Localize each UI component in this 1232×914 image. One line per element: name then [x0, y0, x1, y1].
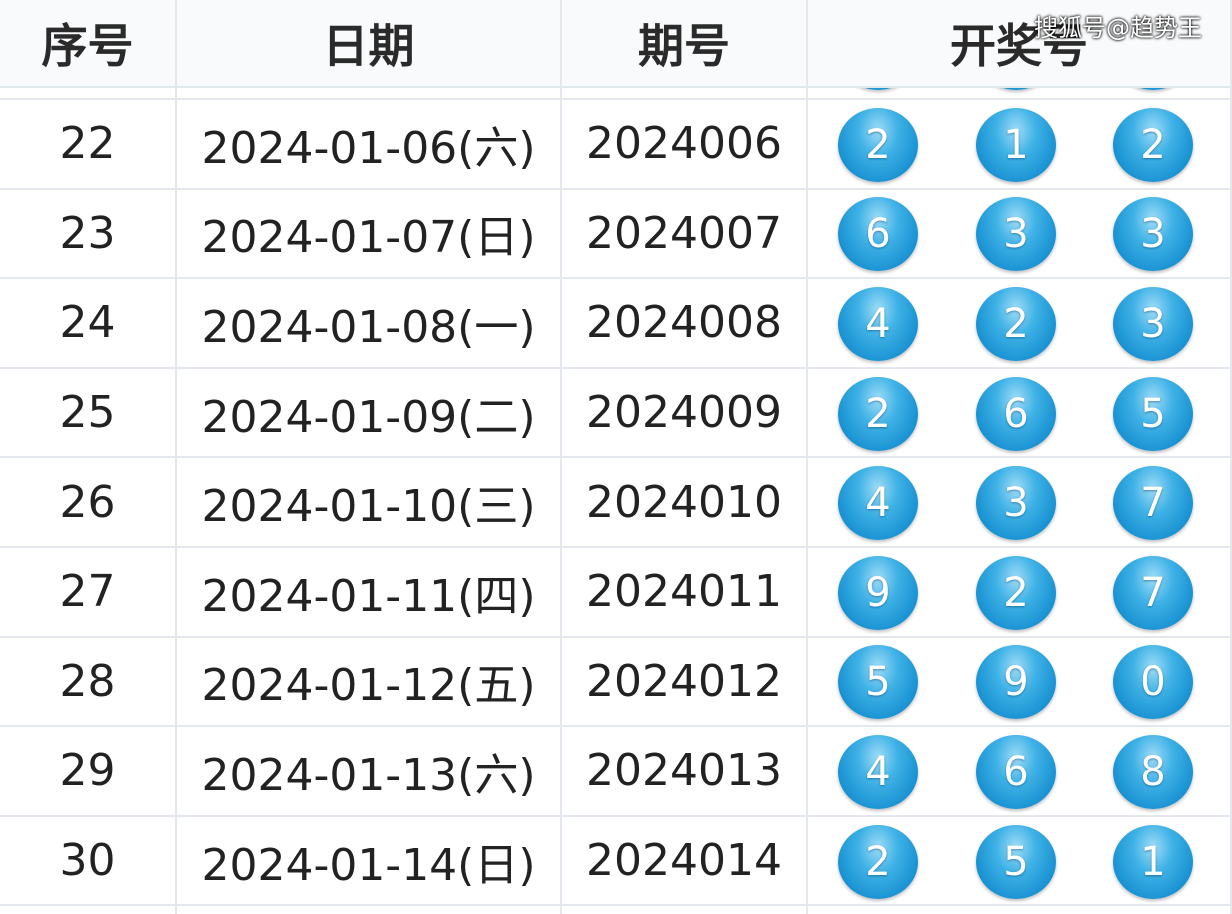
number-ball: 4	[838, 735, 918, 809]
number-ball: 2	[838, 376, 918, 451]
draw-date: 2024-01-13(六)	[177, 727, 562, 817]
issue-number: 2024013	[562, 727, 808, 817]
balls-cell	[808, 548, 1232, 638]
number-ball: 5	[838, 645, 918, 720]
balls-cell	[808, 279, 1232, 369]
draw-date: 2024-01-06(六)	[177, 100, 562, 190]
column-header: 期号	[562, 0, 808, 88]
partial-cell	[177, 906, 562, 914]
row-number: 27	[0, 548, 177, 638]
number-ball: 5	[1113, 376, 1193, 451]
issue-number: 2024010	[562, 458, 808, 548]
issue-number: 2024014	[562, 816, 808, 907]
number-ball: 4	[838, 466, 918, 541]
row-number: 22	[0, 100, 177, 190]
draw-date: 2024-01-07(日)	[177, 189, 562, 280]
issue-number: 2024012	[562, 637, 808, 728]
draw-date: 2024-01-09(二)	[177, 368, 562, 459]
balls-cell	[808, 100, 1232, 190]
row-number: 28	[0, 637, 177, 728]
partial-cell	[0, 906, 177, 914]
row-number: 26	[0, 458, 177, 548]
number-ball: 2	[1113, 107, 1193, 182]
row-number: 24	[0, 279, 177, 369]
partial-cell	[0, 88, 177, 100]
watermark: 搜狐号@趋势王	[1034, 14, 1202, 42]
number-ball: 6	[976, 376, 1056, 451]
row-number: 30	[0, 816, 177, 907]
number-ball: 6	[838, 197, 918, 272]
partial-cell	[808, 88, 1232, 100]
number-ball: 3	[976, 197, 1056, 272]
column-header: 日期	[177, 0, 562, 88]
number-ball: 2	[976, 287, 1056, 361]
draw-date: 2024-01-14(日)	[177, 816, 562, 907]
row-number: 29	[0, 727, 177, 817]
partial-cell	[562, 906, 808, 914]
balls-cell	[808, 637, 1232, 728]
draw-date: 2024-01-12(五)	[177, 637, 562, 728]
number-ball: 7	[1113, 466, 1193, 541]
row-number: 25	[0, 368, 177, 459]
number-ball: 9	[838, 555, 918, 630]
number-ball: 4	[838, 287, 918, 361]
number-ball: 9	[976, 645, 1056, 720]
number-ball: 8	[1113, 735, 1193, 809]
balls-cell	[808, 189, 1232, 280]
issue-number: 2024008	[562, 279, 808, 369]
issue-number: 2024006	[562, 100, 808, 190]
issue-number: 2024009	[562, 368, 808, 459]
partial-cell	[562, 88, 808, 100]
balls-cell	[808, 458, 1232, 548]
draw-date: 2024-01-08(一)	[177, 279, 562, 369]
number-ball: 2	[838, 824, 918, 899]
draw-date: 2024-01-10(三)	[177, 458, 562, 548]
number-ball: 1	[976, 107, 1056, 182]
row-number: 23	[0, 189, 177, 280]
number-ball: 3	[1113, 287, 1193, 361]
partial-cell	[808, 906, 1232, 914]
issue-number: 2024011	[562, 548, 808, 638]
column-header: 序号	[0, 0, 177, 88]
number-ball: 5	[976, 824, 1056, 899]
number-ball: 1	[1113, 824, 1193, 899]
number-ball: 2	[838, 107, 918, 182]
column-header: 开奖号	[808, 0, 1232, 88]
draw-date: 2024-01-11(四)	[177, 548, 562, 638]
number-ball: 3	[1113, 197, 1193, 272]
balls-cell	[808, 816, 1232, 907]
partial-cell	[177, 88, 562, 100]
balls-cell	[808, 368, 1232, 459]
balls-cell	[808, 727, 1232, 817]
number-ball: 2	[976, 555, 1056, 630]
number-ball: 3	[976, 466, 1056, 541]
number-ball: 7	[1113, 555, 1193, 630]
number-ball: 6	[976, 735, 1056, 809]
number-ball: 0	[1113, 645, 1193, 720]
issue-number: 2024007	[562, 189, 808, 280]
